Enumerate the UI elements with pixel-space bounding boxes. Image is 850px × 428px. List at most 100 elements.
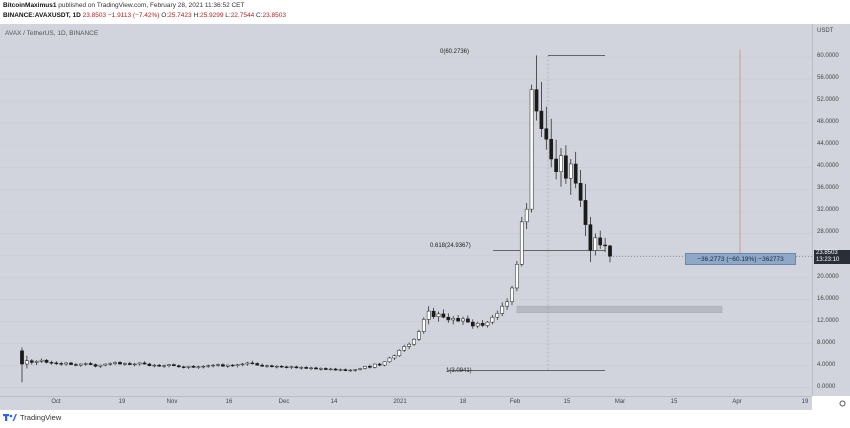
candle-body	[314, 367, 318, 370]
candle-body	[368, 365, 372, 368]
candle-body	[59, 363, 64, 365]
time-tick-label: Mar	[614, 399, 626, 405]
ohlc-legend: BINANCE:AVAXUSDT, 1D 23.8503 −1.9113 (−7…	[3, 12, 286, 19]
candle-body	[34, 361, 39, 363]
candle-body	[216, 364, 220, 366]
candle-body	[304, 367, 309, 369]
low-label: L:	[225, 12, 231, 19]
time-tick-label: Apr	[732, 399, 742, 405]
time-tick-label: 15	[563, 399, 571, 405]
candle-body	[270, 365, 274, 368]
candle-body	[25, 360, 29, 365]
price-tick-label: 32.0000	[817, 207, 839, 214]
time-tick-label: 2021	[393, 399, 407, 405]
candle-body	[142, 362, 147, 365]
candle-body	[475, 323, 480, 327]
close-label: C:	[256, 12, 263, 19]
candle-body	[137, 362, 142, 365]
chart-pane[interactable]: AVAX / TetherUS, 1D, BINANCE 0(60.2736) …	[0, 24, 812, 396]
candle-body	[98, 364, 103, 367]
price-tick-label: 36.0000	[817, 185, 839, 192]
candle-body	[363, 365, 367, 369]
fib-level-1-label: 1(3.0941)	[446, 367, 472, 374]
candle-body	[382, 361, 387, 366]
candle-body	[260, 364, 264, 367]
candle-body	[201, 365, 206, 368]
candle-body	[470, 321, 475, 327]
candle-body	[147, 363, 152, 366]
time-tick-label: 16	[225, 399, 233, 405]
tradingview-icon	[3, 414, 17, 421]
price-chart[interactable]	[0, 24, 812, 396]
candle-body	[333, 368, 338, 371]
author-name[interactable]: BitcoinMaximus1	[3, 2, 57, 9]
candle-body	[64, 362, 68, 365]
time-tick-label: Oct	[51, 399, 61, 405]
close-value: 23.8503	[262, 12, 287, 19]
candle-body	[573, 163, 578, 184]
candle-body	[593, 237, 598, 251]
candle-body	[372, 363, 377, 368]
brand-name: TradingView	[20, 413, 62, 422]
time-tick-label: 18	[459, 399, 467, 405]
candle-body	[446, 316, 451, 321]
candle-body	[451, 318, 456, 321]
candle-body	[397, 350, 402, 357]
support-zone	[516, 305, 723, 314]
candle-body	[539, 110, 544, 129]
candle-body	[157, 364, 162, 367]
time-axis[interactable]: Oct 19 Nov 16 Dec 14 2021 18 Feb 15 Mar 15 Apr 19	[0, 396, 812, 411]
time-tick-label: 19	[118, 399, 126, 405]
candle-body	[426, 310, 431, 320]
time-tick-label: Feb	[509, 399, 521, 405]
candle-body	[191, 365, 196, 368]
low-value: 22.7544	[230, 12, 255, 19]
candle-body	[274, 365, 279, 368]
axis-settings-icon[interactable]	[838, 399, 846, 407]
candle-body	[196, 366, 201, 368]
publish-info: BitcoinMaximus1 published on TradingView…	[3, 2, 245, 9]
candle-body	[93, 364, 98, 367]
candle-body	[524, 208, 529, 223]
candle-body	[358, 368, 362, 370]
candle-body	[559, 155, 563, 172]
time-tick-label: 14	[330, 399, 338, 405]
candle-body	[118, 362, 122, 365]
candle-body	[608, 245, 612, 257]
candle-body	[83, 363, 88, 365]
candle-body	[225, 364, 230, 367]
candle-body	[343, 369, 348, 371]
price-axis[interactable]: USDT 60.0000 56.0000 52.0000 48.0000 44.0000…	[812, 24, 850, 396]
candle-body	[309, 367, 313, 369]
candle-body	[500, 305, 505, 314]
candle-body	[108, 363, 113, 365]
chart-symbol-title: AVAX / TetherUS, 1D, BINANCE	[5, 30, 99, 37]
candle-body	[49, 362, 54, 364]
candle-body	[319, 368, 323, 370]
price-range-measure[interactable]: −36.2773 (−60.19%) −362773	[685, 253, 796, 265]
candle-body	[568, 163, 573, 179]
high-label: H:	[193, 12, 200, 19]
candle-body	[485, 321, 490, 326]
candle-body	[490, 316, 495, 323]
candle-body	[392, 355, 397, 359]
fib-level-0618-label: 0.618(24.9367)	[430, 243, 471, 250]
price-tick-label: 20.0000	[817, 273, 839, 280]
candle-body	[544, 128, 549, 140]
candle-body	[240, 363, 245, 366]
candle-body	[181, 366, 186, 368]
candle-body	[353, 369, 358, 371]
candle-body	[113, 362, 117, 364]
price-tick-label: 52.0000	[817, 97, 839, 104]
time-tick-label: Nov	[166, 399, 178, 405]
candle-body	[127, 363, 132, 365]
candle-body	[564, 155, 568, 179]
candle-body	[255, 363, 260, 366]
price-tick-label: 16.0000	[817, 295, 839, 302]
price-tick-label: 44.0000	[817, 141, 839, 148]
candle-body	[328, 368, 333, 371]
candle-body	[54, 362, 59, 364]
tradingview-logo[interactable]: TradingView	[3, 413, 61, 422]
candle-body	[529, 89, 534, 210]
candle-body	[235, 364, 240, 366]
